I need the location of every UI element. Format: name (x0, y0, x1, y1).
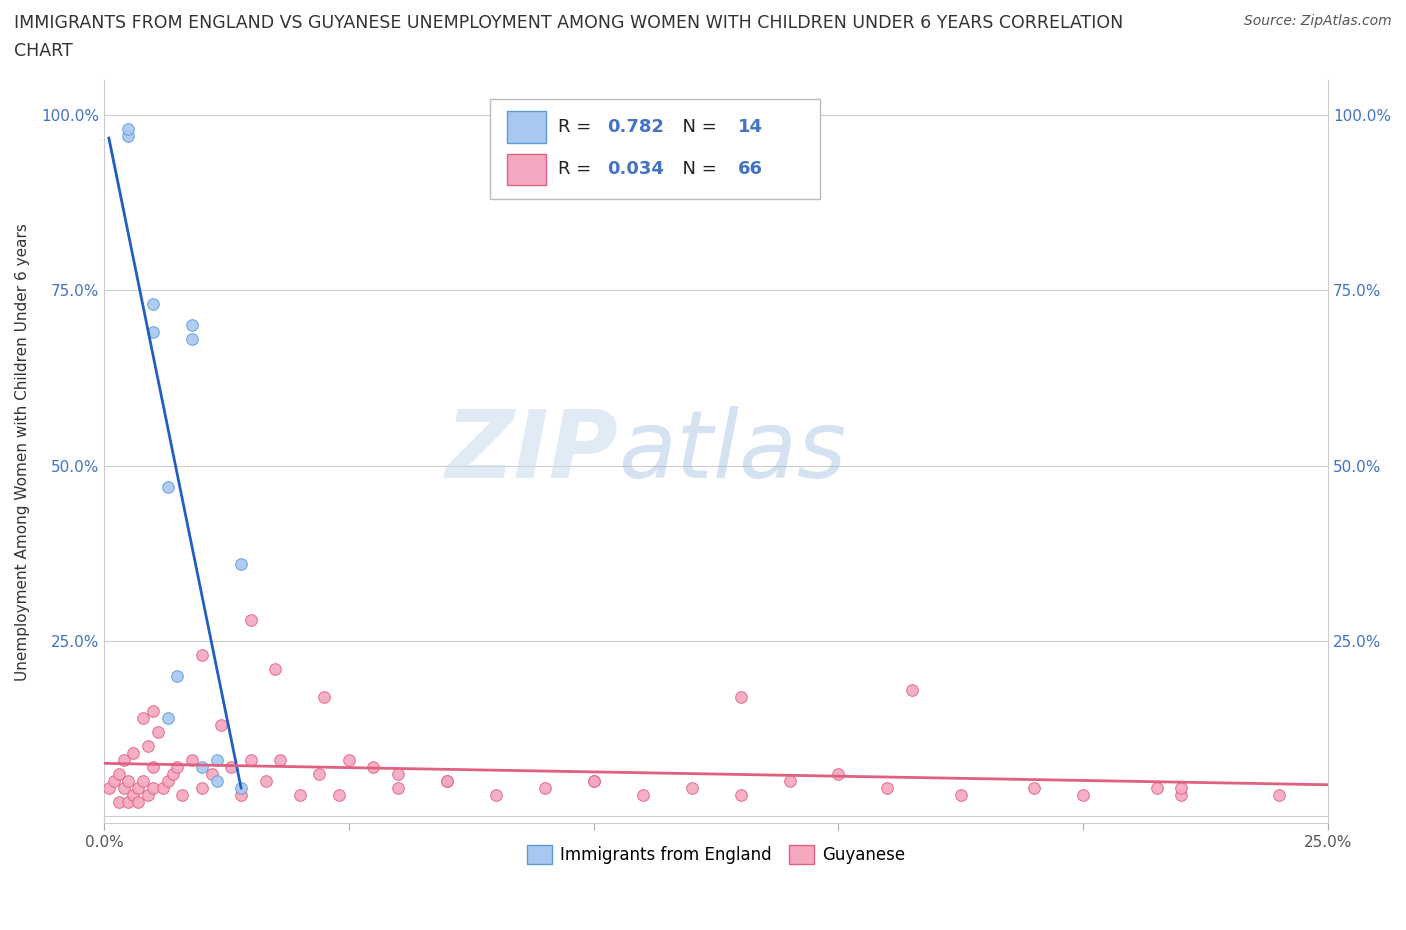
Point (97, 780, 120, 795)
Text: 0.034: 0.034 (607, 160, 664, 179)
Point (730, 788, 752, 803)
Text: ZIP: ZIP (446, 405, 619, 498)
Point (582, 774, 605, 789)
Point (631, 788, 654, 803)
Point (1071, 788, 1094, 803)
Text: N =: N = (671, 160, 723, 179)
Point (485, 788, 508, 803)
Point (949, 788, 972, 803)
Point (142, 703, 165, 718)
Point (205, 752, 228, 767)
Point (136, 788, 159, 803)
Point (205, 774, 228, 789)
Point (361, 760, 384, 775)
Point (181, 752, 204, 767)
Point (117, 774, 139, 789)
Point (730, 689, 752, 704)
Text: 0.782: 0.782 (607, 118, 664, 136)
Point (156, 774, 179, 789)
FancyBboxPatch shape (489, 99, 820, 199)
Point (533, 780, 555, 795)
Point (269, 752, 291, 767)
Point (328, 788, 350, 803)
Text: IMMIGRANTS FROM ENGLAND VS GUYANESE UNEMPLOYMENT AMONG WOMEN WITH CHILDREN UNDER: IMMIGRANTS FROM ENGLAND VS GUYANESE UNEM… (14, 14, 1123, 32)
Point (142, 325, 165, 339)
Point (827, 766, 849, 781)
Text: R =: R = (558, 160, 598, 179)
Point (181, 332, 204, 347)
Point (142, 297, 165, 312)
Point (152, 780, 174, 795)
Point (1024, 780, 1046, 795)
Point (582, 774, 605, 789)
Point (162, 766, 184, 781)
Point (288, 788, 311, 803)
Point (229, 780, 252, 795)
Point (181, 318, 204, 333)
Point (127, 794, 149, 809)
Point (146, 724, 169, 739)
Point (191, 760, 214, 775)
Point (172, 788, 194, 803)
Text: atlas: atlas (619, 406, 846, 498)
Point (229, 788, 252, 803)
Point (219, 760, 242, 775)
FancyBboxPatch shape (506, 153, 546, 185)
Point (901, 683, 924, 698)
Point (239, 613, 262, 628)
Point (132, 711, 155, 725)
Text: Source: ZipAtlas.com: Source: ZipAtlas.com (1244, 14, 1392, 28)
Point (127, 780, 149, 795)
Text: CHART: CHART (14, 42, 73, 60)
Point (254, 774, 277, 789)
Point (117, 122, 139, 137)
Point (337, 752, 360, 767)
Point (229, 556, 252, 571)
Point (1170, 788, 1192, 803)
Point (191, 780, 214, 795)
Point (122, 746, 145, 761)
Point (166, 760, 188, 775)
Point (387, 780, 409, 795)
Point (156, 479, 179, 494)
Point (1146, 780, 1168, 795)
Point (1170, 780, 1192, 795)
Point (308, 766, 330, 781)
Point (387, 766, 409, 781)
Point (1268, 788, 1291, 803)
Point (264, 661, 287, 676)
Point (211, 718, 233, 733)
Point (107, 766, 129, 781)
Point (156, 711, 179, 725)
Point (681, 780, 703, 795)
Point (201, 766, 224, 781)
Point (122, 788, 145, 803)
Point (239, 752, 262, 767)
Text: 66: 66 (738, 160, 763, 179)
Point (112, 780, 135, 795)
Point (117, 128, 139, 143)
Text: R =: R = (558, 118, 598, 136)
Point (876, 780, 898, 795)
Text: N =: N = (671, 118, 723, 136)
Point (142, 760, 165, 775)
Point (436, 774, 458, 789)
Text: 14: 14 (738, 118, 763, 136)
FancyBboxPatch shape (506, 112, 546, 142)
Point (136, 738, 159, 753)
Point (779, 774, 801, 789)
Point (112, 752, 135, 767)
Point (103, 774, 125, 789)
Point (314, 689, 336, 704)
Point (436, 774, 458, 789)
Point (132, 774, 155, 789)
Y-axis label: Unemployment Among Women with Children Under 6 years: Unemployment Among Women with Children U… (15, 222, 30, 681)
Point (107, 794, 129, 809)
Point (117, 794, 139, 809)
Point (191, 647, 214, 662)
Point (142, 780, 165, 795)
Point (166, 669, 188, 684)
Legend: Immigrants from England, Guyanese: Immigrants from England, Guyanese (520, 838, 911, 870)
